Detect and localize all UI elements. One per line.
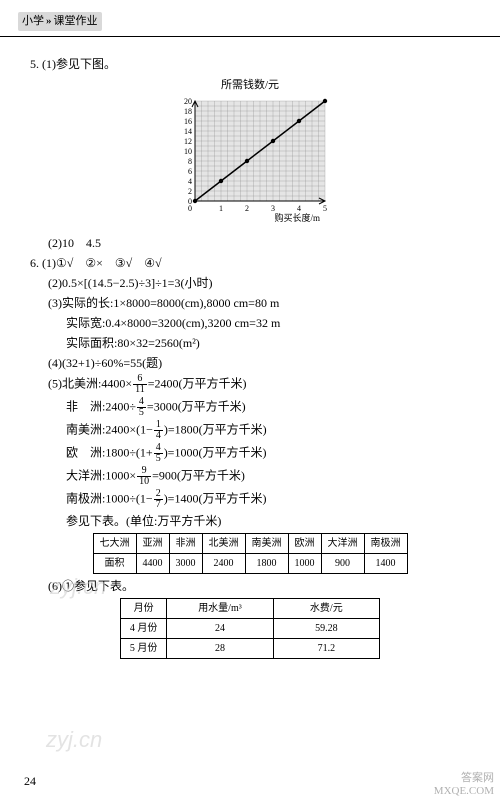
q6-p3: (3)实际的长:1×8000=8000(cm),8000 cm=80 m [30,294,470,312]
row-label: 面积 [93,553,136,573]
q6-p3b: 实际宽:0.4×8000=3200(cm),3200 cm=32 m [30,314,470,332]
content-area: 5. (1)参见下图。 所需钱数/元 024681012141618201234… [0,37,500,659]
table-header: 非洲 [169,533,202,553]
chart-wrap: 所需钱数/元 02468101214161820123450购买长度/m [30,77,470,226]
svg-text:20: 20 [184,97,192,106]
table-cell: 28 [167,638,273,658]
q6-p5-l4: 欧 洲:1800÷(1+45)=1000(万平方千米) [30,443,470,464]
q6-p2: (2)0.5×[(14.5−2.5)÷3]÷1=3(小时) [30,274,470,292]
svg-text:6: 6 [188,167,192,176]
page-number: 24 [24,772,36,790]
table-header: 水费/元 [273,598,379,618]
svg-text:0: 0 [188,204,192,213]
table-cell: 2400 [202,553,245,573]
table-header: 月份 [121,598,167,618]
q6-p6-label: (6)①参见下表。 [30,577,470,595]
line-chart: 02468101214161820123450购买长度/m [165,96,335,226]
table-header: 南美洲 [245,533,288,553]
table-cell: 1400 [364,553,407,573]
table-header: 北美洲 [202,533,245,553]
table-header: 南极洲 [364,533,407,553]
continents-table: 七大洲亚洲非洲北美洲南美洲欧洲大洋洲南极洲 面积4400300024001800… [93,533,408,574]
table-cell: 5 月份 [121,638,167,658]
svg-text:购买长度/m: 购买长度/m [274,212,320,223]
q6-p3c: 实际面积:80×32=2560(m²) [30,334,470,352]
table-cell: 1000 [288,553,321,573]
header-arrows: » [46,13,52,30]
svg-text:12: 12 [184,137,192,146]
svg-text:16: 16 [184,117,192,126]
footer-l2: MXQE.COM [434,785,494,798]
table-cell: 3000 [169,553,202,573]
q5-part2: (2)10 4.5 [30,234,470,252]
q6-p5-tcaption: 参见下表。(单位:万平方千米) [30,512,470,530]
table-header: 亚洲 [136,533,169,553]
watermark-2: zyj.cn [46,723,102,756]
q6-p4: (4)(32+1)÷60%=55(题) [30,354,470,372]
svg-text:2: 2 [245,204,249,213]
table-cell: 71.2 [273,638,379,658]
footer-mark: 答案网 MXQE.COM [434,772,494,798]
chart-title: 所需钱数/元 [30,77,470,94]
table-header: 七大洲 [93,533,136,553]
svg-text:4: 4 [188,177,192,186]
q6-p5-l2: 非 洲:2400÷45=3000(万平方千米) [30,397,470,418]
table-cell: 24 [167,618,273,638]
water-table: 月份用水量/m³水费/元 4 月份2459.28 5 月份2871.2 [120,598,380,659]
svg-text:5: 5 [323,204,327,213]
svg-text:14: 14 [184,127,192,136]
q6-p5-l6: 南极洲:1000÷(1−27)=1400(万平方千米) [30,489,470,510]
table-cell: 4400 [136,553,169,573]
svg-text:3: 3 [271,204,275,213]
page-header: 小学 » 课堂作业 [0,8,500,37]
q6-p5-l1: (5)北美洲:4400×611=2400(万平方千米) [30,374,470,395]
svg-text:10: 10 [184,147,192,156]
header-subject: 课堂作业 [54,13,98,30]
header-tag: 小学 » 课堂作业 [18,12,102,31]
svg-text:4: 4 [297,204,301,213]
svg-text:8: 8 [188,157,192,166]
footer-l1: 答案网 [434,772,494,785]
svg-text:2: 2 [188,187,192,196]
q6-p5-l5: 大洋洲:1000×910=900(万平方千米) [30,466,470,487]
header-school: 小学 [22,13,44,30]
table-cell: 59.28 [273,618,379,638]
q5-label: 5. (1)参见下图。 [30,55,470,73]
svg-text:18: 18 [184,107,192,116]
q6-p5-l3: 南美洲:2400×(1−14)=1800(万平方千米) [30,420,470,441]
table-header: 用水量/m³ [167,598,273,618]
svg-text:1: 1 [219,204,223,213]
q6-p1: 6. (1)①√ ②× ③√ ④√ [30,254,470,272]
table-cell: 1800 [245,553,288,573]
table-header: 欧洲 [288,533,321,553]
table-header: 大洋洲 [321,533,364,553]
table-cell: 4 月份 [121,618,167,638]
table-cell: 900 [321,553,364,573]
